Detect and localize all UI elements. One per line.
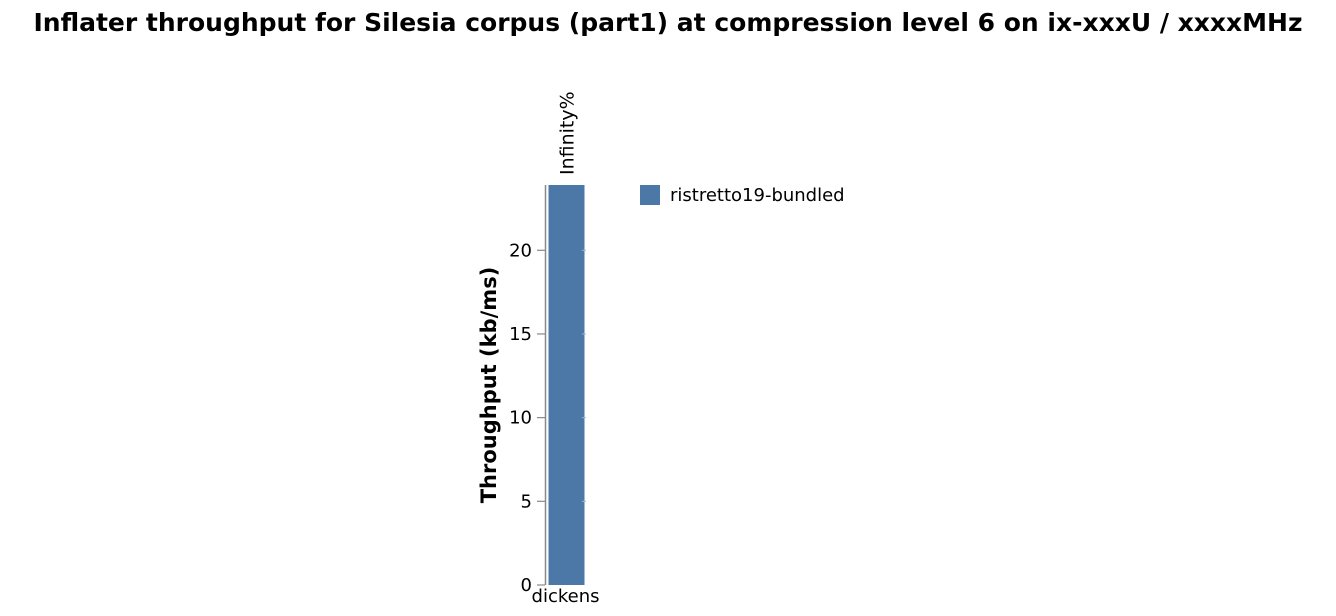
- y-tick-label: 20: [509, 240, 532, 261]
- bar-value-label: Infinity%: [557, 91, 579, 175]
- y-tick-label: 0: [521, 575, 532, 596]
- legend-swatch: [640, 185, 660, 205]
- plot-area: 0 5 10 15 20 dickens Infinity%: [509, 91, 599, 607]
- y-axis-ticks: 0 5 10 15 20: [509, 240, 545, 596]
- bar-dickens: [548, 185, 585, 585]
- x-tick-label: dickens: [532, 586, 600, 607]
- bar-value-labels: Infinity%: [557, 91, 579, 175]
- legend-label: ristretto19-bundled: [670, 185, 845, 206]
- y-tick-label: 5: [521, 491, 532, 512]
- y-tick-label: 10: [509, 408, 532, 429]
- x-axis-labels: dickens: [532, 586, 600, 607]
- y-axis-title: Throughput (kb/ms): [477, 267, 501, 504]
- bars-group: [548, 185, 586, 585]
- y-tick-label: 15: [509, 324, 532, 345]
- legend: ristretto19-bundled: [640, 185, 845, 206]
- chart-title: Inflater throughput for Silesia corpus (…: [33, 8, 1302, 37]
